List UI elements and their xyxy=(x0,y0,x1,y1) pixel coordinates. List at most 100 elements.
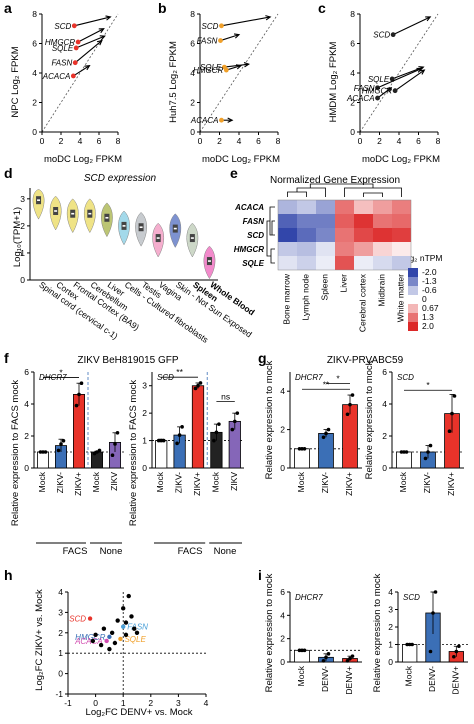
gene-label: HMGCR xyxy=(362,87,392,96)
heatmap-cell xyxy=(297,256,316,270)
replicate-point xyxy=(324,431,328,436)
replicate-point xyxy=(350,654,355,658)
legend-swatch xyxy=(408,268,418,277)
category-label: Mock xyxy=(210,471,220,492)
data-point xyxy=(121,606,126,611)
heatmap-row-label: ACACA xyxy=(234,203,264,212)
heatmap-cell xyxy=(354,200,373,214)
x-tick-label: 2 xyxy=(377,136,382,146)
replicate-point xyxy=(350,393,355,397)
heatmap-cell xyxy=(316,256,335,270)
x-tick-label: 2 xyxy=(217,136,222,146)
panel-d-ylabel: Log₁₀(TPM+1) xyxy=(12,207,23,267)
significance-label: * xyxy=(59,367,63,377)
heatmap-column-label: Midbrain xyxy=(376,274,386,307)
panel-letter-h: h xyxy=(4,567,13,583)
x-tick-label: 2 xyxy=(148,698,153,708)
y-tick-label: 1 xyxy=(388,640,393,650)
x-tick-label: 6 xyxy=(97,136,102,146)
replicate-point xyxy=(59,442,63,446)
replicate-point xyxy=(452,654,456,659)
y-tick-label: 8 xyxy=(350,9,355,19)
panel-b-ylabel: Huh7.5 Log₂ FPKM xyxy=(168,41,179,123)
gene-point xyxy=(390,32,396,38)
arrow-head xyxy=(419,69,426,75)
x-tick-label: 4 xyxy=(204,698,209,708)
heatmap-cell xyxy=(354,256,373,270)
data-point xyxy=(98,642,104,648)
gene-label: HMGCR xyxy=(45,38,75,47)
y-tick-label: 2 xyxy=(280,634,285,644)
data-point xyxy=(123,620,129,625)
arrow-head xyxy=(243,62,251,68)
x-tick-label: 8 xyxy=(436,136,441,146)
panel-f-group-none: None xyxy=(100,546,123,557)
arrow-head xyxy=(105,15,112,21)
arrow-head xyxy=(386,86,393,93)
panel-f-group-facs: FACS xyxy=(63,546,88,557)
y-tick-label: 6 xyxy=(350,39,355,49)
legend-swatch xyxy=(408,295,418,304)
heatmap-column-label: White matter xyxy=(395,274,405,322)
heatmap-cell xyxy=(392,228,411,242)
replicate-point xyxy=(404,450,409,454)
arrow-head xyxy=(84,64,91,71)
gene-label: HMGCR xyxy=(193,66,223,75)
replicate-point xyxy=(302,447,307,451)
gene-title: SCD xyxy=(397,373,414,382)
violin-median xyxy=(207,260,211,262)
x-tick-label: 2 xyxy=(59,136,64,146)
data-point xyxy=(93,632,98,638)
replicate-point xyxy=(79,381,84,386)
category-label: Mock xyxy=(296,665,306,686)
y-tick-label: 0 xyxy=(388,657,393,667)
replicate-point xyxy=(345,659,350,663)
y-tick-label: 2 xyxy=(58,628,63,638)
category-label: ZIKV+ xyxy=(446,472,456,496)
arrow-head xyxy=(227,117,234,123)
replicate-point xyxy=(113,442,117,446)
heatmap-cell xyxy=(316,200,335,214)
category-label: ZIKV+ xyxy=(192,472,202,496)
panel-a-xlabel: moDC Log₂ FPKM xyxy=(44,154,122,165)
y-tick-label: 2 xyxy=(20,221,25,231)
data-point xyxy=(118,636,123,642)
significance-label: ** xyxy=(176,367,183,377)
category-label: Mock xyxy=(155,471,165,492)
data-point xyxy=(112,640,118,646)
gene-title: DHCR7 xyxy=(295,593,323,602)
arrow-line xyxy=(75,35,105,49)
violin-median xyxy=(122,225,126,227)
y-tick-label: 3 xyxy=(388,605,393,615)
replicate-point xyxy=(348,656,352,661)
heatmap-cell xyxy=(373,242,392,256)
panel-letter-d: d xyxy=(4,165,13,181)
arrow-line xyxy=(73,65,90,77)
category-label: ZIKV+ xyxy=(344,472,354,496)
category-label: ZIKV xyxy=(109,472,119,491)
y-tick-label: 6 xyxy=(24,367,29,377)
replicate-point xyxy=(38,450,43,454)
bar-panel-i: 0 2 4 6 DHCR7 Mock DENV- DENV+ 0 1 2 3 4 SCD Mock DENV-… xyxy=(280,587,468,695)
heatmap-row-label: HMGCR xyxy=(234,245,264,254)
diagonal-line xyxy=(199,13,279,133)
gene-point xyxy=(218,38,223,43)
gene-point xyxy=(219,117,224,123)
heatmap-column-label: Lymph node xyxy=(300,274,310,321)
category-label: Mock xyxy=(91,471,101,492)
replicate-point xyxy=(405,642,409,647)
data-point xyxy=(101,626,107,631)
panel-f-ylabel-2: Relative expression to FACS mock xyxy=(128,380,139,527)
significance-label: * xyxy=(336,374,340,384)
y-tick-label: 3 xyxy=(20,194,25,204)
replicate-point xyxy=(399,450,404,454)
heatmap-cell xyxy=(335,214,354,228)
data-point xyxy=(90,638,96,644)
replicate-point xyxy=(77,392,81,397)
gene-label: FASN xyxy=(127,623,148,632)
y-tick-label: 4 xyxy=(190,68,195,78)
panel-letter-b: b xyxy=(158,0,167,16)
